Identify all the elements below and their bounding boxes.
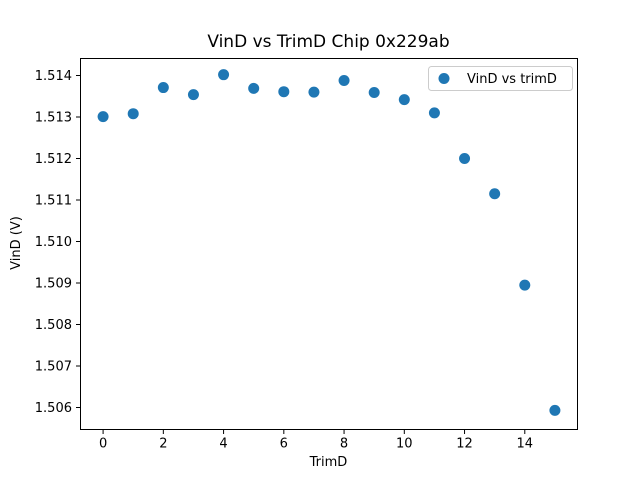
y-tick-label: 1.507 xyxy=(35,360,72,375)
x-tick-label: 6 xyxy=(280,437,288,452)
data-point xyxy=(278,86,290,98)
data-point xyxy=(97,111,109,123)
data-point xyxy=(187,89,199,101)
y-tick-label: 1.514 xyxy=(35,69,72,84)
legend: VinD vs trimD xyxy=(428,66,573,91)
x-tick-label: 4 xyxy=(219,437,227,452)
x-tick-label: 2 xyxy=(159,437,167,452)
y-tick-label: 1.512 xyxy=(35,152,72,167)
legend-marker-dot xyxy=(438,73,450,84)
axis-tick-marks xyxy=(76,75,526,434)
data-point xyxy=(519,279,531,291)
data-point xyxy=(338,74,350,86)
data-point xyxy=(127,108,139,120)
y-tick-label: 1.509 xyxy=(35,277,72,292)
data-point xyxy=(459,153,471,165)
y-tick-label: 1.510 xyxy=(35,235,72,250)
data-point xyxy=(248,82,260,94)
data-point xyxy=(489,188,501,200)
axis-tick-labels: 0 2 4 6 8 10 12 14 1.506 1.507 1.508 1.509 1.510 1.51… xyxy=(35,69,533,451)
chart-title: VinD vs TrimD Chip 0x229ab xyxy=(207,32,449,52)
x-tick-label: 10 xyxy=(396,437,413,452)
x-tick-label: 12 xyxy=(456,437,473,452)
scatter-points xyxy=(97,69,561,416)
data-point xyxy=(428,107,440,119)
plot-border xyxy=(80,58,578,430)
data-point xyxy=(157,82,169,94)
legend-label: VinD vs trimD xyxy=(467,72,557,87)
x-tick-label: 14 xyxy=(517,437,534,452)
data-point xyxy=(368,87,380,99)
data-point xyxy=(398,94,410,106)
x-tick-label: 0 xyxy=(99,437,107,452)
y-tick-label: 1.506 xyxy=(35,401,72,416)
legend-box xyxy=(428,66,573,91)
x-axis-label: TrimD xyxy=(309,455,348,470)
y-axis-label: VinD (V) xyxy=(9,216,24,270)
y-tick-label: 1.511 xyxy=(35,194,72,209)
x-tick-label: 8 xyxy=(340,437,348,452)
y-tick-label: 1.508 xyxy=(35,318,72,333)
y-tick-label: 1.513 xyxy=(35,111,72,126)
data-point xyxy=(549,404,561,416)
data-point xyxy=(218,69,230,81)
data-point xyxy=(308,86,320,98)
